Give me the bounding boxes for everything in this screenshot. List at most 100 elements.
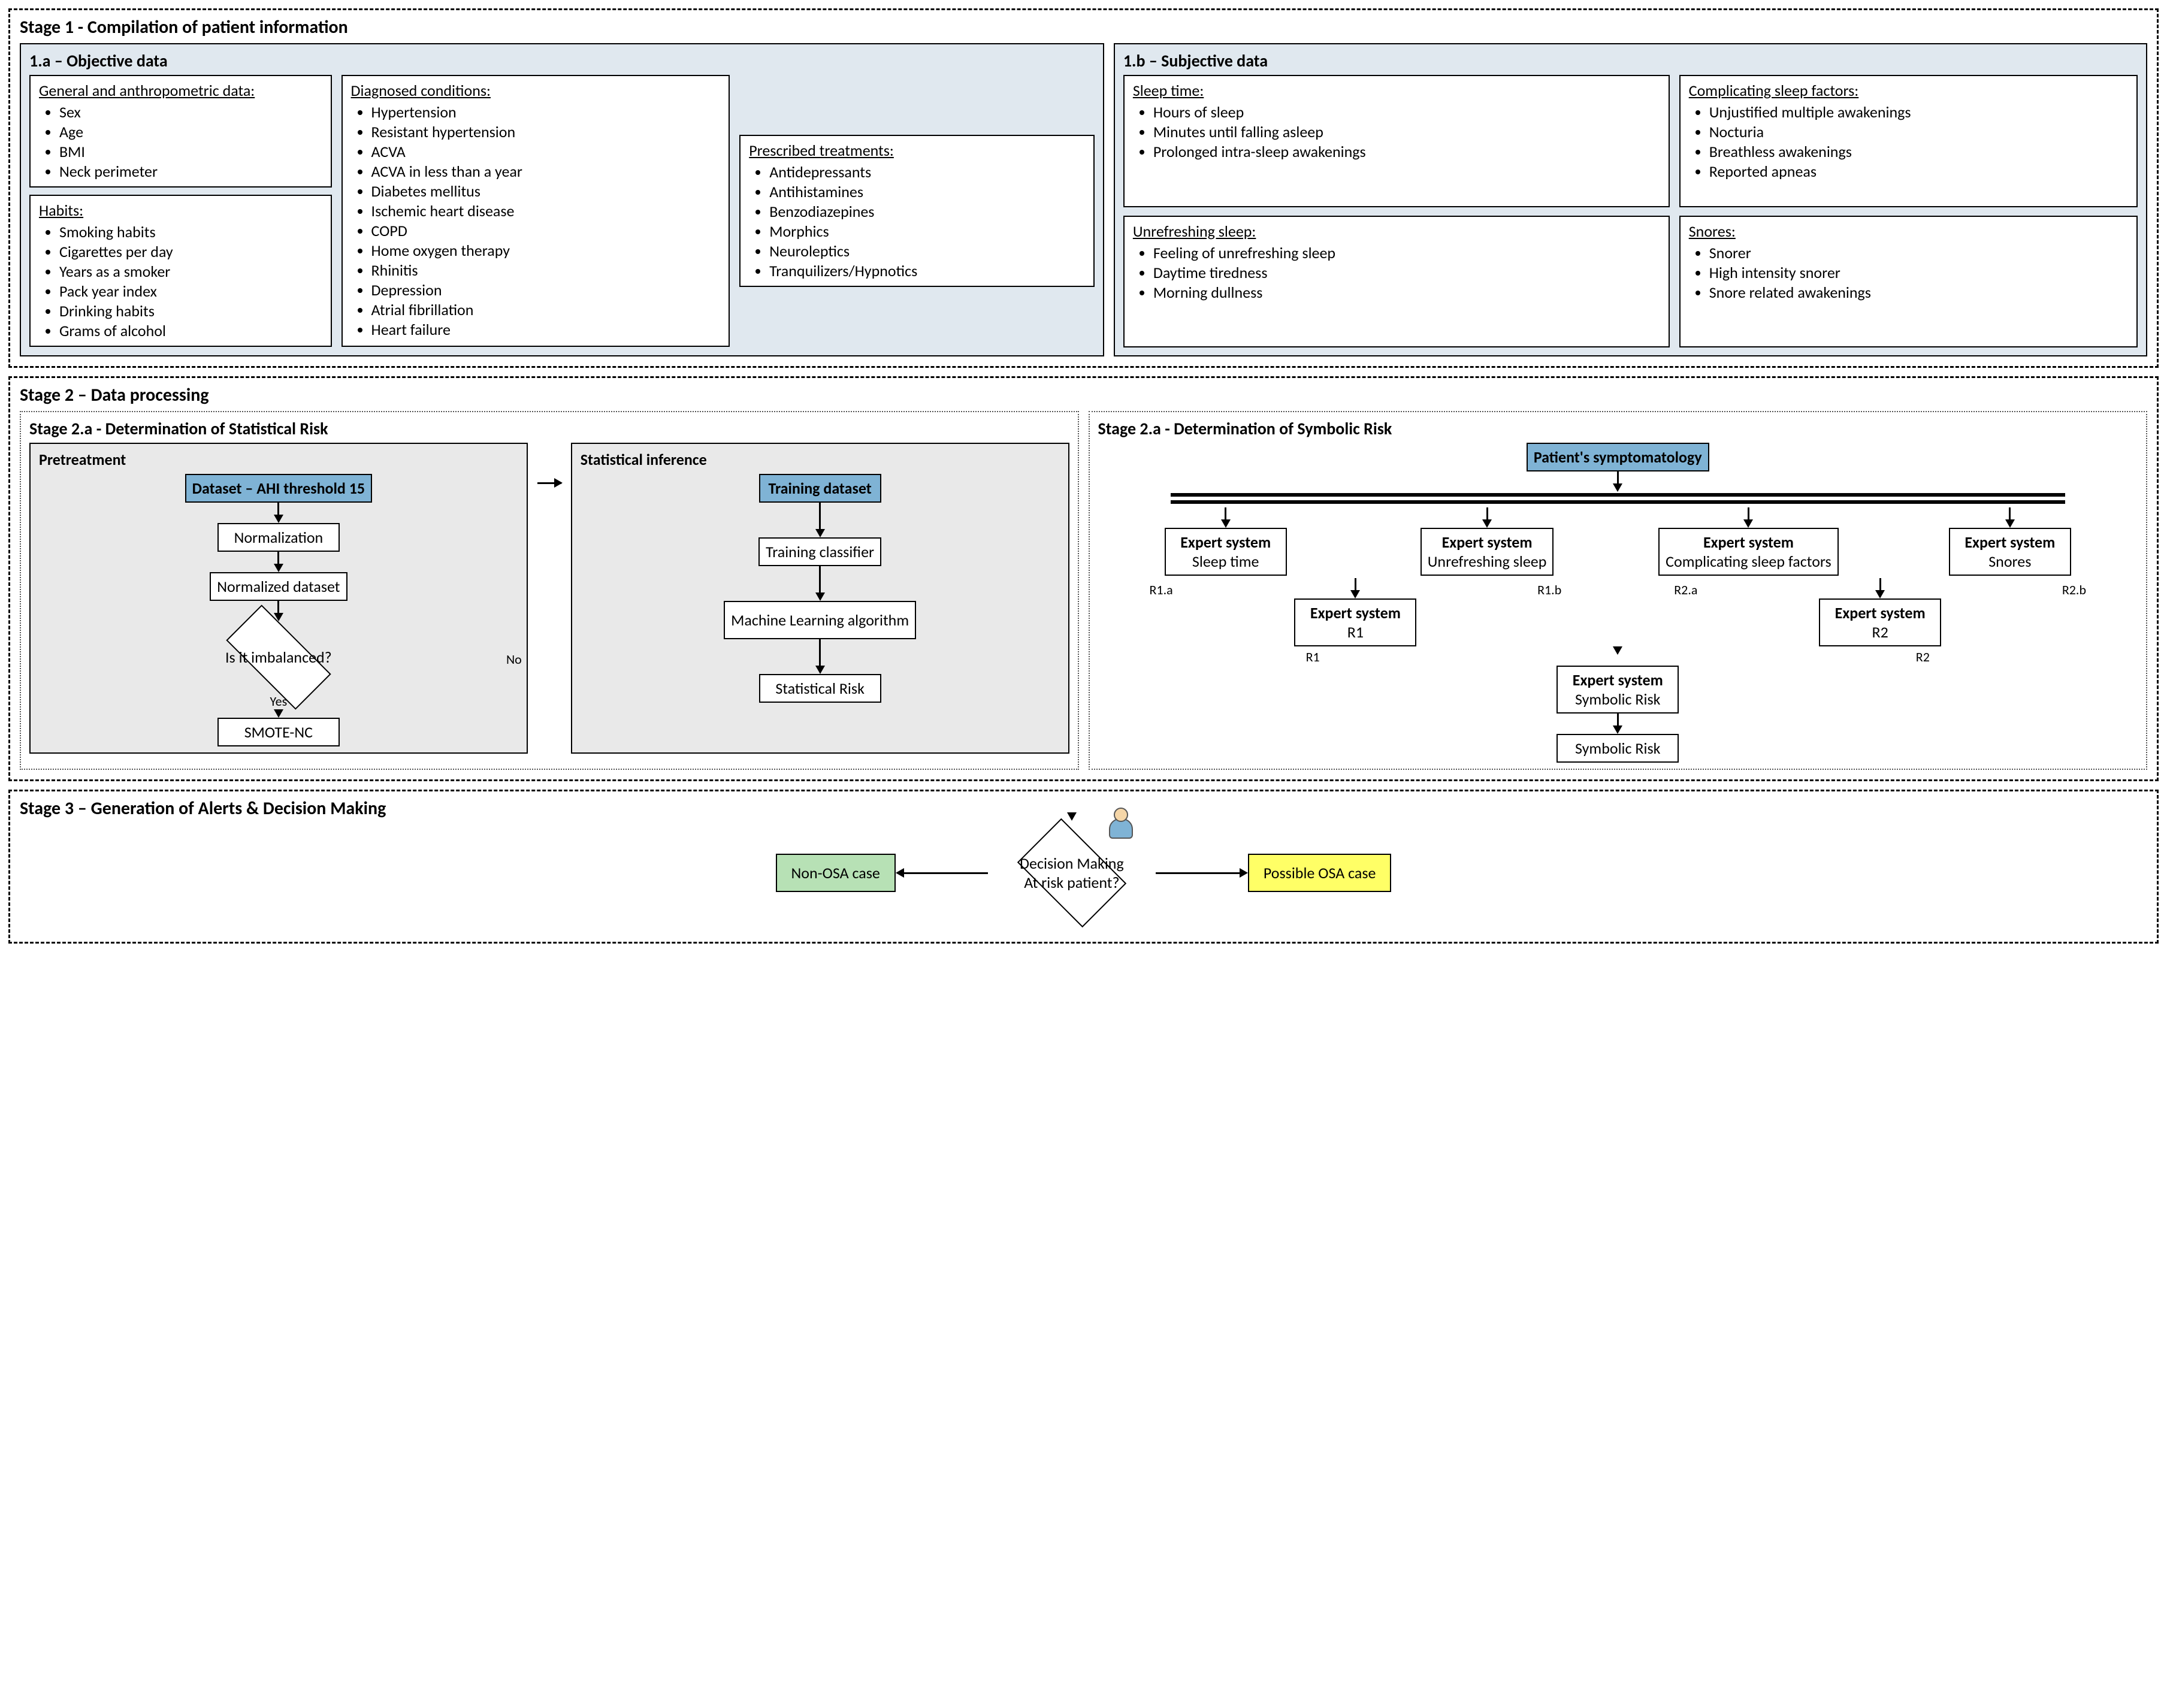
pre-to-inf-connector [537, 443, 561, 754]
list-item: Resistant hypertension [371, 122, 721, 141]
list-item: Hypertension [371, 102, 721, 122]
stage-2-title: Stage 2 – Data processing [20, 384, 2147, 406]
node-dataset: Dataset – AHI threshold 15 [185, 474, 372, 503]
list-item: Smoking habits [59, 222, 322, 241]
card-complicating: Complicating sleep factors: Unjustified … [1679, 75, 2138, 207]
es-r2: Expert systemR2 [1819, 598, 1941, 646]
list-item: Breathless awakenings [1709, 142, 2128, 161]
imbalanced-label: Is it imbalanced? [219, 648, 339, 667]
habits-list: Smoking habits Cigarettes per day Years … [39, 222, 322, 340]
list-item: Home oxygen therapy [371, 241, 721, 260]
node-normalization: Normalization [217, 523, 340, 552]
label-r2: R2 [1916, 649, 1930, 665]
diamond-imbalanced: Is it imbalanced? [229, 621, 328, 693]
list-item: Morning dullness [1153, 283, 1660, 302]
inference-box: Statistical inference Training dataset T… [571, 443, 1069, 754]
conditions-heading: Diagnosed conditions: [351, 81, 721, 100]
list-item: Drinking habits [59, 301, 322, 321]
subjective-title: 1.b – Subjective data [1123, 50, 2138, 71]
card-treatments: Prescribed treatments: Antidepressants A… [739, 135, 1095, 287]
complicating-heading: Complicating sleep factors: [1689, 81, 2128, 100]
card-sleep-time: Sleep time: Hours of sleepMinutes until … [1123, 75, 1670, 207]
node-symptom: Patient's symptomatology [1527, 443, 1709, 471]
panel-symbolic: Stage 2.a - Determination of Symbolic Ri… [1089, 411, 2148, 770]
list-item: Grams of alcohol [59, 321, 322, 340]
list-item: Tranquilizers/Hypnotics [769, 261, 1085, 280]
es-sleep-time: Expert systemSleep time [1165, 528, 1287, 576]
pretreatment-title: Pretreatment [39, 450, 518, 469]
node-normalized: Normalized dataset [210, 572, 347, 601]
card-unrefreshing: Unrefreshing sleep: Feeling of unrefresh… [1123, 216, 1670, 348]
stage-3: Stage 3 – Generation of Alerts & Decisio… [8, 790, 2159, 944]
label-r1a: R1.a [1149, 582, 1172, 598]
inference-title: Statistical inference [581, 450, 1060, 469]
node-smote: SMOTE-NC [217, 718, 340, 746]
panel-subjective: 1.b – Subjective data Sleep time: Hours … [1114, 43, 2147, 356]
treatments-heading: Prescribed treatments: [749, 141, 1085, 160]
list-item: High intensity snorer [1709, 263, 2128, 282]
stage-2: Stage 2 – Data processing Stage 2.a - De… [8, 376, 2159, 781]
es-complicating: Expert systemComplicating sleep factors [1658, 528, 1839, 576]
list-item: Reported apneas [1709, 162, 2128, 181]
list-item: COPD [371, 221, 721, 240]
panel-objective: 1.a – Objective data General and anthrop… [20, 43, 1104, 356]
list-item: Diabetes mellitus [371, 182, 721, 201]
card-conditions: Diagnosed conditions: Hypertension Resis… [341, 75, 730, 347]
label-r2a: R2.a [1674, 582, 1697, 598]
stage-3-title: Stage 3 – Generation of Alerts & Decisio… [20, 797, 2147, 820]
label-r1: R1 [1306, 649, 1320, 665]
conditions-list: Hypertension Resistant hypertension ACVA… [351, 102, 721, 339]
decision-diamond: Decision Making At risk patient? [988, 828, 1156, 918]
list-item: ACVA [371, 142, 721, 161]
objective-title: 1.a – Objective data [29, 50, 1095, 71]
list-item: Unjustified multiple awakenings [1709, 102, 2128, 122]
list-item: Ischemic heart disease [371, 201, 721, 220]
list-item: Antihistamines [769, 182, 1085, 201]
label-r2b: R2.b [2062, 582, 2086, 598]
list-item: Age [59, 122, 322, 141]
list-item: Antidepressants [769, 162, 1085, 182]
list-item: Cigarettes per day [59, 242, 322, 261]
list-item: Depression [371, 280, 721, 300]
node-training: Training dataset [759, 474, 881, 503]
general-heading: General and anthropometric data: [39, 81, 322, 100]
list-item: Hours of sleep [1153, 102, 1660, 122]
es-unrefreshing: Expert systemUnrefreshing sleep [1421, 528, 1554, 576]
label-r1b: R1.b [1537, 582, 1561, 598]
symbolic-title: Stage 2.a - Determination of Symbolic Ri… [1098, 418, 2138, 439]
list-item: Rhinitis [371, 261, 721, 280]
es-symbolic-risk: Expert systemSymbolic Risk [1557, 666, 1679, 714]
list-item: ACVA in less than a year [371, 162, 721, 181]
node-ml: Machine Learning algorithm [724, 601, 916, 639]
snores-heading: Snores: [1689, 222, 2128, 241]
node-osa: Possible OSA case [1248, 854, 1392, 892]
decision-line1: Decision Making [1020, 854, 1124, 873]
list-item: BMI [59, 142, 322, 161]
node-stat-risk: Statistical Risk [759, 674, 881, 703]
card-habits: Habits: Smoking habits Cigarettes per da… [29, 195, 332, 347]
unrefreshing-heading: Unrefreshing sleep: [1133, 222, 1660, 241]
list-item: Feeling of unrefreshing sleep [1153, 243, 1660, 262]
list-item: Snore related awakenings [1709, 283, 2128, 302]
habits-heading: Habits: [39, 201, 322, 220]
list-item: Benzodiazepines [769, 202, 1085, 221]
person-icon [1108, 808, 1132, 838]
node-classifier: Training classifier [758, 537, 881, 566]
list-item: Prolonged intra-sleep awakenings [1153, 142, 1660, 161]
list-item: Neck perimeter [59, 162, 322, 181]
treatments-list: Antidepressants Antihistamines Benzodiaz… [749, 162, 1085, 280]
card-general: General and anthropometric data: Sex Age… [29, 75, 332, 188]
list-item: Daytime tiredness [1153, 263, 1660, 282]
panel-statistical: Stage 2.a - Determination of Statistical… [20, 411, 1079, 770]
list-item: Snorer [1709, 243, 2128, 262]
sleep-time-heading: Sleep time: [1133, 81, 1660, 100]
stage-1: Stage 1 - Compilation of patient informa… [8, 8, 2159, 368]
pretreatment-box: Pretreatment Dataset – AHI threshold 15 … [29, 443, 528, 754]
node-non-osa: Non-OSA case [776, 854, 896, 892]
list-item: Atrial fibrillation [371, 300, 721, 319]
statistical-title: Stage 2.a - Determination of Statistical… [29, 418, 1069, 439]
list-item: Pack year index [59, 282, 322, 301]
decision-line2: At risk patient? [1024, 873, 1119, 892]
no-label: No [506, 651, 522, 667]
list-item: Heart failure [371, 320, 721, 339]
